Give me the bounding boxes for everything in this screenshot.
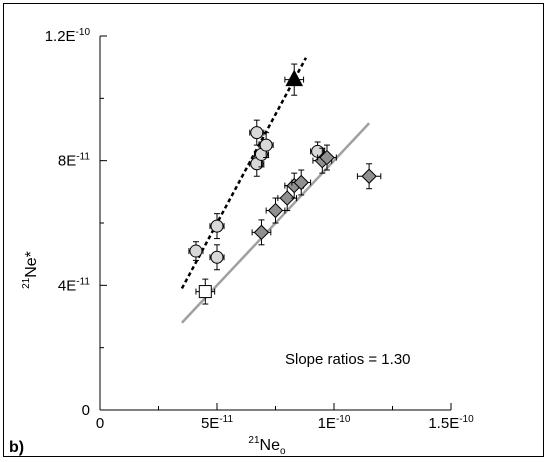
- panel-label: b): [9, 439, 24, 456]
- y-tick-label: 4E-11: [58, 276, 91, 294]
- y-tick-label: 8E-11: [58, 152, 91, 170]
- y-tick-label: 1.2E-10: [45, 27, 91, 45]
- circle-marker: [259, 138, 273, 152]
- x-tick-label: 1.5E-10: [428, 414, 474, 432]
- data-point-circle: [209, 213, 225, 240]
- data-point-diamond: [265, 197, 286, 224]
- x-tick-label: 5E-11: [201, 414, 234, 432]
- diamond-marker: [279, 190, 295, 206]
- triangle-marker: [285, 69, 304, 87]
- data-point-diamond: [251, 219, 272, 246]
- y-axis-title: 21Ne*: [21, 251, 40, 289]
- circle-marker: [210, 219, 224, 233]
- diamond-marker: [253, 224, 270, 241]
- x-tick-label: 0: [96, 415, 104, 432]
- data-point-triangle: [284, 63, 305, 96]
- diamond-marker: [267, 202, 284, 219]
- circle-marker: [210, 250, 224, 264]
- diamond-marker: [319, 149, 335, 166]
- x-tick-label: 1E-10: [318, 414, 351, 432]
- data-point-circle: [188, 241, 204, 261]
- data-point-diamond: [356, 163, 382, 190]
- circle-marker: [189, 244, 203, 258]
- data-point-circle: [258, 132, 274, 159]
- data-point-circle: [209, 244, 225, 271]
- figure-frame: [3, 3, 544, 457]
- data-point-diamond: [291, 169, 312, 196]
- annotation: Slope ratios = 1.30: [285, 351, 411, 368]
- y-tick-label: 0: [82, 402, 90, 419]
- x-axis-title: 21Neo: [248, 435, 286, 457]
- data-point-diamond: [317, 144, 337, 171]
- data-point-circle: [249, 119, 265, 146]
- diamond-marker: [361, 168, 377, 184]
- square-marker: [198, 285, 212, 299]
- data-point-square: [195, 278, 216, 305]
- data-point-diamond: [277, 185, 298, 212]
- circle-marker: [250, 126, 264, 140]
- diamond-marker: [293, 174, 309, 191]
